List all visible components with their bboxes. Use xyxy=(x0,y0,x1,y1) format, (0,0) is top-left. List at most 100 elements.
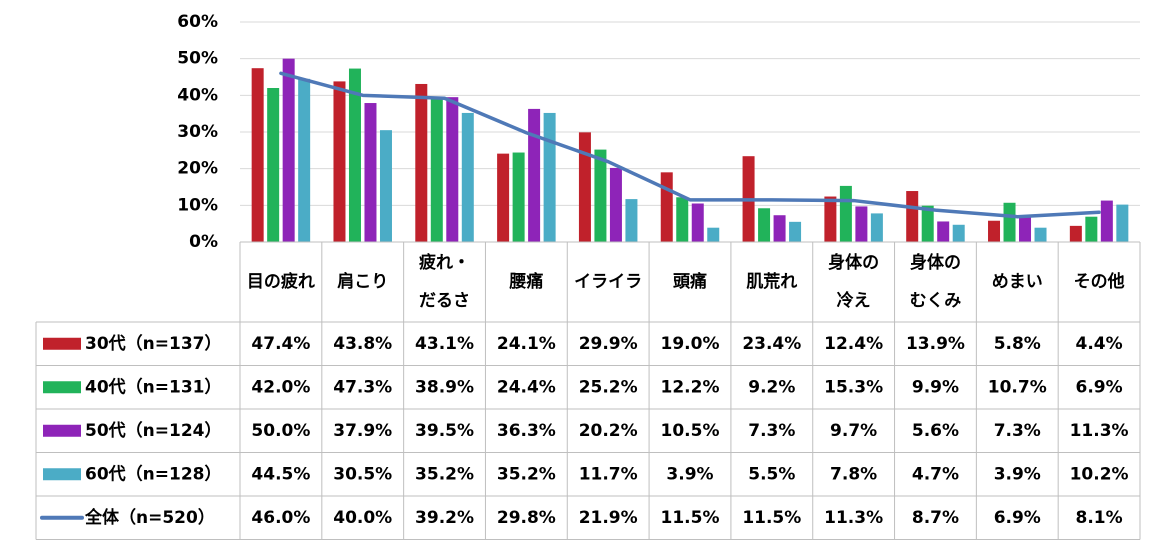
data-label: 11.5% xyxy=(742,508,801,528)
data-label: 15.3% xyxy=(824,377,883,397)
bar xyxy=(543,112,556,242)
x-tick-label: 頭痛 xyxy=(673,271,707,292)
bar xyxy=(461,112,474,242)
bar xyxy=(512,152,525,242)
data-label: 8.7% xyxy=(912,508,959,528)
bar xyxy=(430,99,443,242)
bar xyxy=(789,221,802,242)
data-label: 19.0% xyxy=(661,334,720,354)
data-label: 7.3% xyxy=(994,421,1041,441)
bar xyxy=(921,205,934,242)
bar xyxy=(528,108,541,243)
series-line xyxy=(279,71,1101,219)
bar xyxy=(1069,225,1082,242)
data-label: 5.5% xyxy=(748,464,795,484)
data-label: 23.4% xyxy=(742,334,801,354)
x-tick-label: その他 xyxy=(1074,271,1125,292)
y-tick-label: 0% xyxy=(189,232,218,252)
data-label: 24.1% xyxy=(497,334,556,354)
data-label: 9.9% xyxy=(912,377,959,397)
data-label: 40.0% xyxy=(333,508,392,528)
bar xyxy=(839,185,852,242)
bar xyxy=(267,88,280,242)
x-tick-label: むくみ xyxy=(910,291,962,311)
data-label: 43.1% xyxy=(415,334,474,354)
data-label: 6.9% xyxy=(994,508,1041,528)
bar xyxy=(298,78,311,242)
bar xyxy=(415,83,428,242)
data-label: 3.9% xyxy=(666,464,713,484)
bar xyxy=(625,199,638,242)
bar xyxy=(707,227,720,242)
legend-swatch xyxy=(43,424,81,437)
bar xyxy=(952,224,965,242)
data-label: 37.9% xyxy=(333,421,392,441)
bar xyxy=(855,206,868,242)
legend-label: 30代（n=137） xyxy=(85,333,222,354)
legend-label: 40代（n=131） xyxy=(85,376,222,397)
x-tick-label: 疲れ・ xyxy=(419,252,470,273)
data-label: 46.0% xyxy=(251,508,310,528)
bar xyxy=(1034,227,1047,242)
data-label: 24.4% xyxy=(497,377,556,397)
bar xyxy=(497,153,510,242)
y-tick-label: 20% xyxy=(177,159,218,179)
data-label: 30.5% xyxy=(333,464,392,484)
x-tick-label: 身体の xyxy=(828,252,879,273)
bar xyxy=(364,103,377,243)
data-label: 9.7% xyxy=(830,421,877,441)
bar xyxy=(937,221,950,242)
data-label: 36.3% xyxy=(497,421,556,441)
data-label: 39.5% xyxy=(415,421,474,441)
data-label: 43.8% xyxy=(333,334,392,354)
bar xyxy=(1019,215,1032,242)
bar xyxy=(660,172,673,242)
data-label: 47.3% xyxy=(333,377,392,397)
data-label: 4.7% xyxy=(912,464,959,484)
data-label: 13.9% xyxy=(906,334,965,354)
data-label: 50.0% xyxy=(251,421,310,441)
bar xyxy=(609,167,622,242)
x-tick-label: 冷え xyxy=(837,290,871,311)
x-tick-label: 目の疲れ xyxy=(247,271,315,292)
data-label: 11.3% xyxy=(824,508,883,528)
bar xyxy=(446,97,459,243)
data-label: 10.2% xyxy=(1070,464,1129,484)
bar xyxy=(1085,216,1098,242)
data-label: 12.4% xyxy=(824,334,883,354)
data-label: 39.2% xyxy=(415,508,474,528)
data-label: 35.2% xyxy=(415,464,474,484)
data-label: 47.4% xyxy=(251,334,310,354)
y-tick-label: 30% xyxy=(177,122,218,142)
data-label: 29.9% xyxy=(579,334,638,354)
data-label: 5.6% xyxy=(912,421,959,441)
data-label: 7.3% xyxy=(748,421,795,441)
data-label: 25.2% xyxy=(579,377,638,397)
legend-swatch xyxy=(43,468,81,481)
bar xyxy=(348,68,361,242)
data-label: 7.8% xyxy=(830,464,877,484)
data-label: 44.5% xyxy=(251,464,310,484)
bar xyxy=(691,203,704,242)
data-label: 11.5% xyxy=(661,508,720,528)
data-label: 3.9% xyxy=(994,464,1041,484)
data-label: 10.5% xyxy=(661,421,720,441)
x-tick-label: 肌荒れ xyxy=(746,271,797,292)
legend-label: 50代（n=124） xyxy=(85,420,222,441)
data-label: 35.2% xyxy=(497,464,556,484)
bar xyxy=(906,191,919,242)
legend-swatch xyxy=(43,381,81,394)
legend-label: 60代（n=128） xyxy=(85,463,222,484)
bar xyxy=(594,149,607,242)
bar xyxy=(824,196,837,242)
bar xyxy=(870,213,883,242)
data-label: 6.9% xyxy=(1076,377,1123,397)
x-tick-label: めまい xyxy=(992,272,1043,292)
bar xyxy=(578,132,591,242)
data-label: 29.8% xyxy=(497,508,556,528)
bar xyxy=(773,215,786,242)
data-label: 4.4% xyxy=(1076,334,1123,354)
data-label: 8.1% xyxy=(1076,508,1123,528)
